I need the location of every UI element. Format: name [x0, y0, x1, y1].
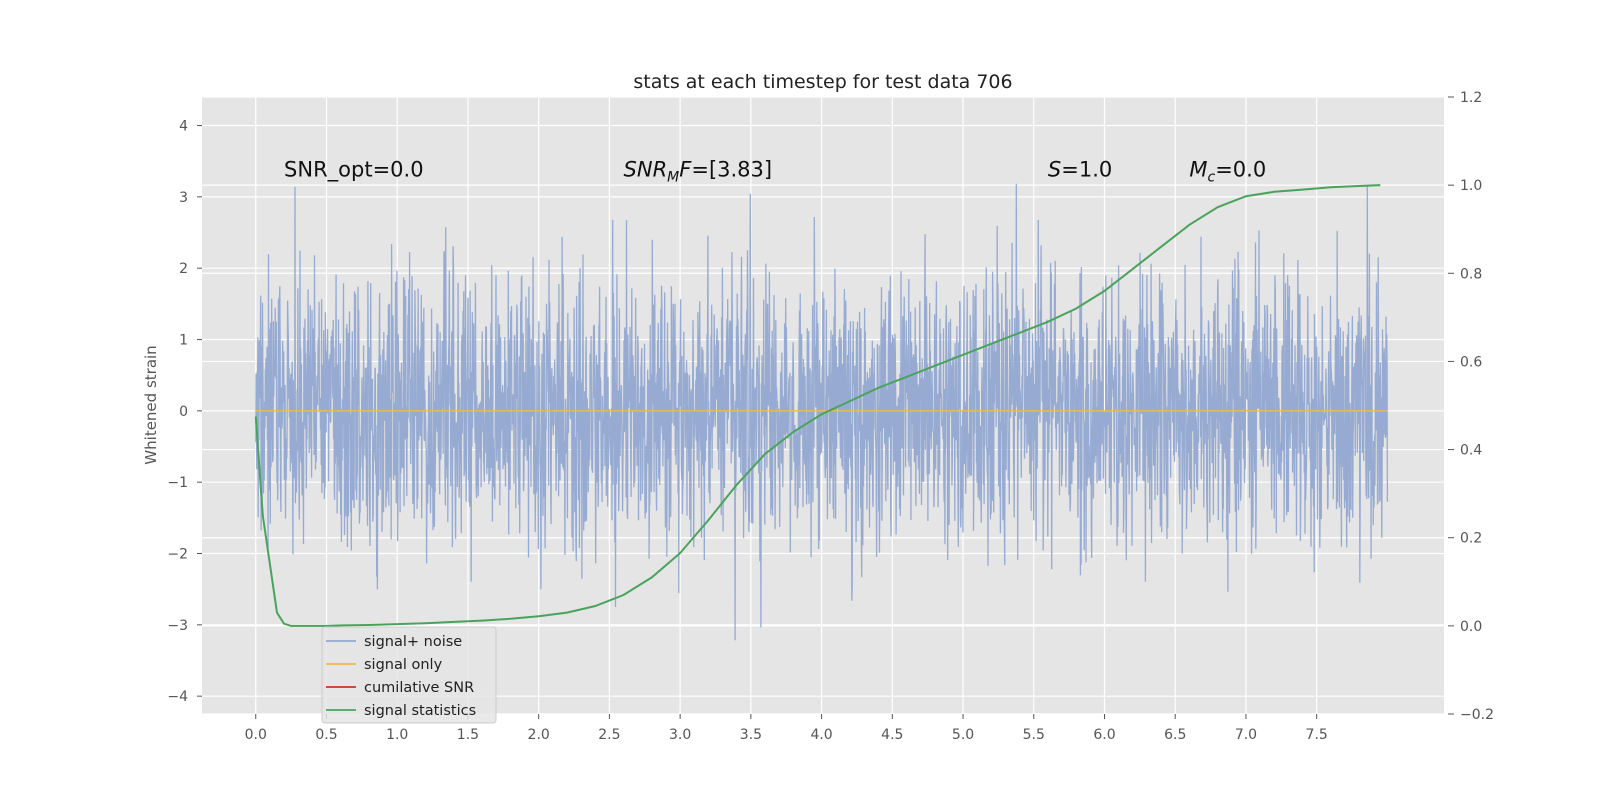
- legend-label: signal only: [364, 657, 443, 673]
- legend: signal+ noise signal only cumilative SNR si…: [321, 626, 497, 724]
- x-tick-label: 1.0: [386, 727, 408, 743]
- x-tick-label: 3.0: [669, 727, 691, 743]
- y-axis-right: −0.2 0.0 0.2 0.4 0.6 0.8 1.0 1.2: [1448, 90, 1494, 723]
- annotation: S=1.0: [1048, 158, 1112, 182]
- legend-label: signal statistics: [364, 703, 476, 719]
- y-tick-label: 4: [179, 119, 188, 135]
- legend-label: signal+ noise: [364, 634, 462, 650]
- noise-series: [255, 183, 1389, 641]
- x-tick-label: 6.5: [1164, 727, 1186, 743]
- x-tick-label: 5.0: [952, 727, 974, 743]
- legend-box: [321, 626, 497, 724]
- y-right-tick-label: 1.2: [1460, 90, 1482, 106]
- x-tick-label: 0.0: [245, 727, 267, 743]
- line-series: [254, 184, 1388, 627]
- chart-title: stats at each timestep for test data 706: [633, 71, 1012, 93]
- y-tick-label: −1: [167, 475, 188, 491]
- x-tick-label: 3.5: [740, 727, 762, 743]
- y-right-tick-label: 0.0: [1460, 619, 1482, 635]
- x-tick-label: 7.0: [1235, 727, 1257, 743]
- y-tick-label: −2: [167, 547, 188, 563]
- annotations: SNR_opt=0.0 SNRMF=[3.83] S=1.0 Mc=0.0: [284, 158, 1266, 186]
- y-right-tick-label: 0.6: [1460, 354, 1482, 370]
- x-tick-label: 4.0: [810, 727, 832, 743]
- x-axis: 0.0 0.5 1.0 1.5 2.0 2.5 3.0 3.5 4.0 4.5 5.0 5.5 6.0 6…: [245, 714, 1328, 743]
- legend-label: cumilative SNR: [364, 680, 474, 696]
- x-tick-label: 5.5: [1023, 727, 1045, 743]
- y-right-tick-label: −0.2: [1460, 707, 1494, 723]
- annotation: SNR_opt=0.0: [284, 158, 424, 183]
- y-tick-label: −4: [167, 689, 188, 705]
- y-axis-left: −4 −3 −2 −1 0 1 2 3 4: [167, 119, 202, 705]
- annotation: Mc=0.0: [1189, 158, 1266, 186]
- x-tick-label: 2.0: [528, 727, 550, 743]
- series-signal-statistics: [254, 184, 1381, 627]
- x-tick-label: 1.5: [457, 727, 479, 743]
- series-signal-noise: [255, 183, 1389, 641]
- y-tick-label: 2: [179, 261, 188, 277]
- y-tick-label: 0: [179, 404, 188, 420]
- x-tick-label: 2.5: [598, 727, 620, 743]
- y-right-tick-label: 1.0: [1460, 178, 1482, 194]
- y-axis-label: Whitened strain: [142, 345, 160, 464]
- y-right-tick-label: 0.8: [1460, 266, 1482, 282]
- y-tick-label: 1: [179, 333, 188, 349]
- y-tick-label: −3: [167, 618, 188, 634]
- x-tick-label: 7.5: [1306, 727, 1328, 743]
- y-right-tick-label: 0.4: [1460, 443, 1482, 459]
- y-tick-label: 3: [179, 190, 188, 206]
- annotation: SNRMF=[3.83]: [624, 158, 773, 186]
- x-tick-label: 6.0: [1093, 727, 1115, 743]
- y-right-tick-label: 0.2: [1460, 531, 1482, 547]
- x-tick-label: 0.5: [315, 727, 337, 743]
- x-tick-label: 4.5: [881, 727, 903, 743]
